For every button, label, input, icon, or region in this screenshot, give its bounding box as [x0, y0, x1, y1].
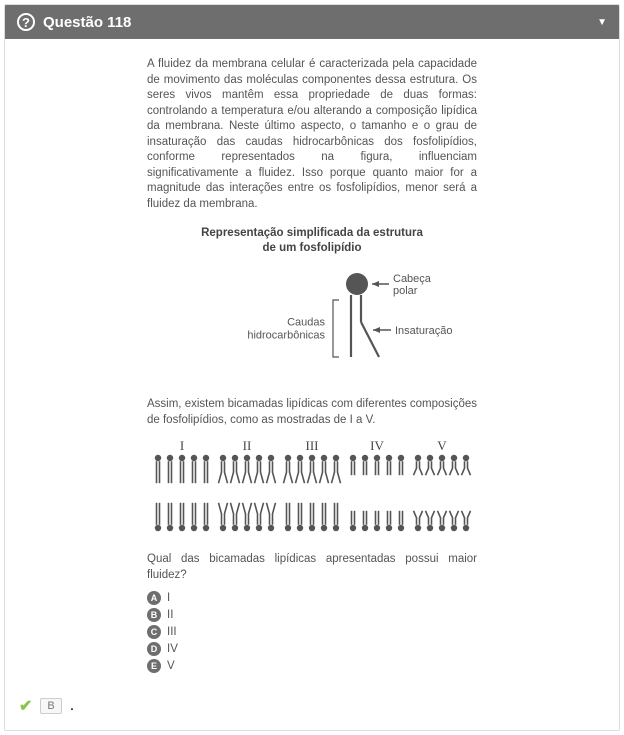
svg-text:polar: polar [393, 285, 418, 297]
card-header[interactable]: ? Questão 118 ▼ [5, 5, 619, 39]
option-letter-badge: C [147, 625, 161, 639]
option-letter-badge: A [147, 591, 161, 605]
option-text: IV [167, 643, 178, 655]
option-a[interactable]: A I [147, 591, 477, 605]
option-text: II [167, 609, 173, 621]
help-icon: ? [17, 13, 35, 31]
option-letter-badge: E [147, 659, 161, 673]
svg-text:Insaturação: Insaturação [395, 325, 452, 337]
bilayers-diagram: IIIIIIIVV [147, 438, 477, 538]
answer-dot: . [70, 697, 74, 715]
bilayers-svg: IIIIIIIVV [147, 438, 477, 533]
header-left: ? Questão 118 [17, 13, 131, 31]
svg-text:II: II [243, 438, 252, 453]
question-paragraph-1: A fluidez da membrana celular é caracter… [147, 57, 477, 212]
answer-options: A I B II C III D IV E V [147, 591, 477, 673]
option-b[interactable]: B II [147, 608, 477, 622]
svg-text:Caudas: Caudas [287, 317, 325, 329]
collapse-caret-icon[interactable]: ▼ [597, 17, 607, 28]
question-prompt: Qual das bicamadas lipídicas apresentada… [147, 552, 477, 583]
question-card: ? Questão 118 ▼ A fluidez da membrana ce… [4, 4, 620, 731]
option-text: III [167, 626, 177, 638]
svg-text:IV: IV [370, 438, 384, 453]
svg-text:Cabeça: Cabeça [393, 273, 432, 285]
option-letter-badge: B [147, 608, 161, 622]
svg-text:I: I [180, 438, 184, 453]
option-e[interactable]: E V [147, 659, 477, 673]
svg-text:III: III [306, 438, 319, 453]
diagram-title: Representação simplificada da estrutura … [147, 226, 477, 256]
answer-bar: ✔ B . [5, 688, 619, 730]
diagram-title-line1: Representação simplificada da estrutura [201, 227, 423, 239]
question-paragraph-2: Assim, existem bicamadas lipídicas com d… [147, 397, 477, 428]
option-letter-badge: D [147, 642, 161, 656]
check-icon: ✔ [19, 696, 32, 716]
phospholipid-diagram: Cabeçapolar Insaturação Caudashidrocarbôni… [147, 262, 477, 387]
option-text: I [167, 592, 170, 604]
diagram-title-line2: de um fosfolipídio [262, 242, 361, 254]
option-d[interactable]: D IV [147, 642, 477, 656]
phospholipid-svg: Cabeçapolar Insaturação Caudashidrocarbôni… [147, 262, 477, 382]
svg-text:V: V [437, 438, 447, 453]
option-text: V [167, 660, 175, 672]
card-body: A fluidez da membrana celular é caracter… [5, 39, 619, 688]
option-c[interactable]: C III [147, 625, 477, 639]
svg-text:hidrocarbônicas: hidrocarbônicas [247, 330, 325, 342]
answer-letter-badge: B [40, 698, 61, 714]
question-title: Questão 118 [43, 14, 131, 31]
